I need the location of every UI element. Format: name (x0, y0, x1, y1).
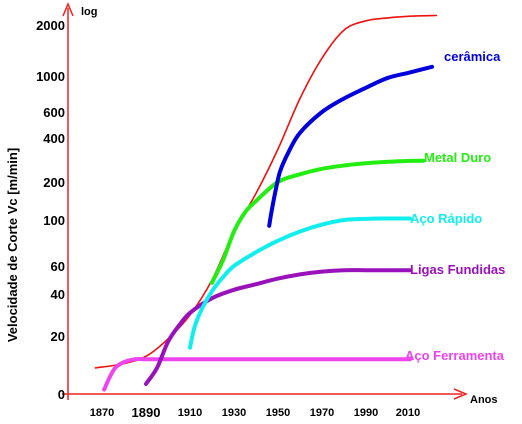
y-tick-label: 200 (43, 175, 65, 190)
y-tick-label: 40 (51, 287, 65, 302)
x-tick-label: 1870 (90, 407, 114, 419)
series-label-metal-duro: Metal Duro (424, 150, 491, 165)
y-tick-label: 400 (43, 131, 65, 146)
y-tick-label: 2000 (36, 18, 65, 33)
x-tick-label: 1990 (354, 407, 378, 419)
series-label-ceramica: cerâmica (444, 49, 501, 64)
y-axis-arrow (62, 2, 74, 17)
series-line-aco-rapido (188, 216, 412, 350)
series-line-metal-duro (210, 158, 426, 285)
series-label-aco-ferramenta: Aço Ferramenta (405, 348, 505, 363)
y-tick-label: 0 (58, 387, 65, 402)
x-tick-label: 1890 (132, 405, 161, 420)
y-tick-label: 600 (43, 105, 65, 120)
y-scale-label: log (81, 6, 98, 18)
x-tick-label: 1950 (266, 407, 290, 419)
x-tick-label: 2010 (396, 407, 420, 419)
series-line-ceramica (267, 64, 434, 228)
x-axis-label: Anos (470, 394, 498, 406)
x-tick-label: 1970 (310, 407, 334, 419)
series-line-ligas-fundidas (144, 268, 412, 386)
y-tick-label: 60 (51, 259, 65, 274)
y-tick-label: 20 (51, 329, 65, 344)
y-ticks: 2000 1000 600 400 200 100 60 40 20 0 (36, 18, 65, 402)
x-tick-label: 1910 (178, 407, 202, 419)
y-axis-label: Velocidade de Corte Vc [m/min] (5, 148, 20, 342)
y-tick-label: 100 (43, 213, 65, 228)
series-line-red-envelope (94, 14, 438, 369)
series-label-ligas-fundidas: Ligas Fundidas (410, 262, 505, 277)
x-axis-arrow (453, 388, 468, 400)
series-label-aco-rapido: Aço Rápido (410, 211, 482, 226)
x-ticks: 1870 1890 1910 1930 1950 1970 1990 2010 (90, 405, 420, 420)
y-tick-label: 1000 (36, 69, 65, 84)
series-line-aco-ferramenta (102, 356, 412, 392)
x-tick-label: 1930 (222, 407, 246, 419)
